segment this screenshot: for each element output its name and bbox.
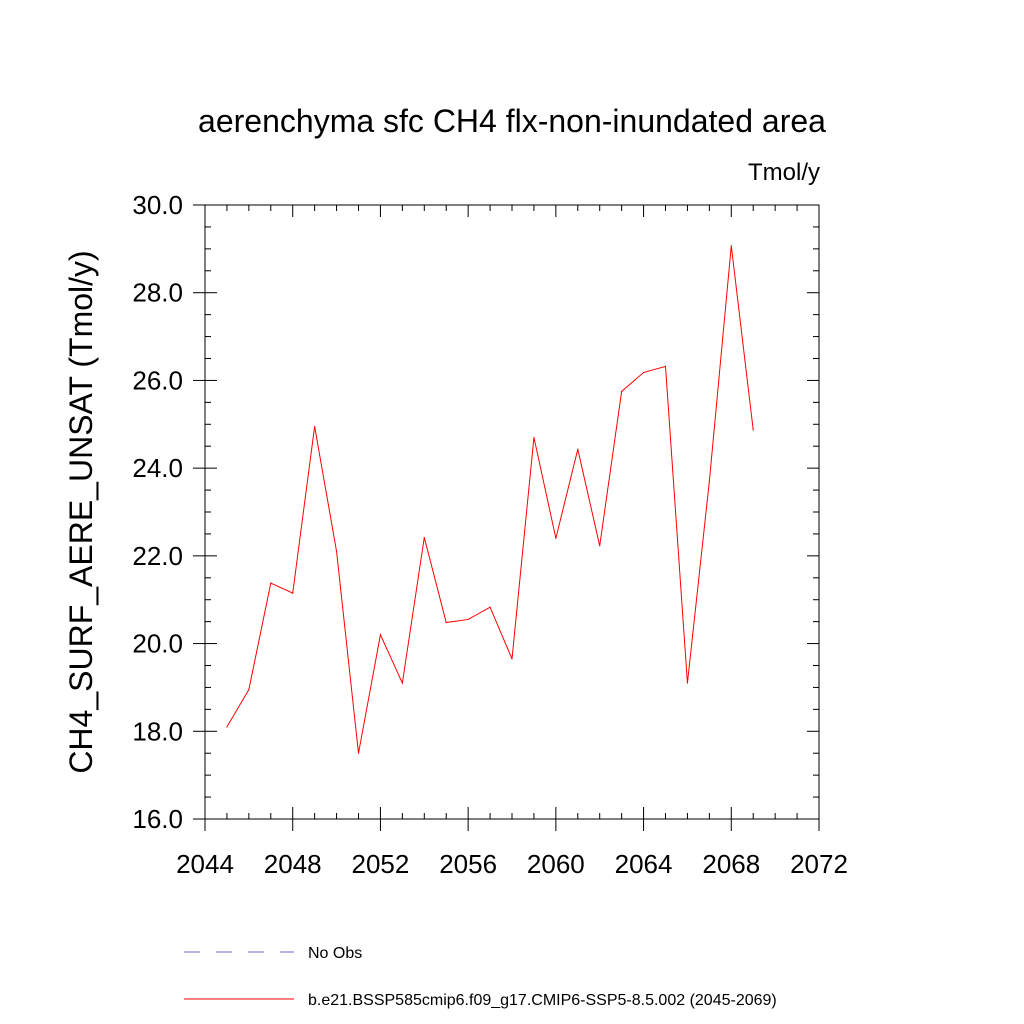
data-point	[577, 448, 579, 450]
y-tick-label: 20.0	[132, 629, 183, 659]
y-tick-label: 22.0	[132, 541, 183, 571]
legend: No Obs b.e21.BSSP585cmip6.f09_g17.CMIP6-S…	[184, 945, 777, 1009]
tick-labels: 2044 2048 2052 2056 2060 2064 2068 2072 16.0 18.0…	[132, 190, 848, 879]
y-tick-label: 24.0	[132, 453, 183, 483]
data-point	[248, 689, 250, 691]
units-label: Tmol/y	[748, 159, 820, 186]
x-tick-label: 2068	[702, 849, 760, 879]
data-point	[555, 537, 557, 539]
data-point	[730, 245, 732, 247]
x-tick-label: 2052	[352, 849, 410, 879]
data-point	[445, 621, 447, 624]
data-point	[357, 752, 360, 754]
data-point	[270, 582, 272, 584]
data-point	[335, 550, 338, 553]
x-tick-label: 2060	[527, 849, 585, 879]
data-point	[379, 634, 382, 636]
data-point	[314, 425, 316, 428]
chart-title: aerenchyma sfc CH4 flx-non-inundated are…	[198, 103, 826, 139]
plot-frame	[204, 204, 820, 820]
data-point	[664, 365, 667, 367]
x-tick-label: 2064	[615, 849, 673, 879]
x-tick-label: 2056	[439, 849, 497, 879]
x-tick-label: 2048	[264, 849, 322, 879]
data-point	[226, 726, 228, 728]
data-point	[533, 436, 535, 439]
x-tick-label: 2044	[176, 849, 234, 879]
y-tick-label: 16.0	[132, 804, 183, 834]
data-point	[621, 390, 623, 392]
data-point	[708, 480, 710, 482]
y-tick-label: 28.0	[132, 278, 183, 308]
y-axis-label: CH4_SURF_AERE_UNSAT (Tmol/y)	[63, 250, 99, 773]
y-tick-label: 26.0	[132, 365, 183, 395]
series-layer	[226, 245, 754, 754]
data-point	[489, 606, 491, 608]
data-point	[467, 618, 469, 621]
legend-label: No Obs	[308, 945, 362, 962]
y-tick-label: 30.0	[132, 190, 183, 220]
data-point	[423, 536, 425, 539]
data-point	[686, 682, 689, 684]
data-point	[599, 545, 601, 547]
legend-label: b.e21.BSSP585cmip6.f09_g17.CMIP6-SSP5-8.…	[308, 992, 777, 1009]
data-point	[292, 592, 294, 594]
data-point	[401, 682, 403, 684]
data-point	[752, 429, 754, 431]
data-point	[511, 658, 513, 660]
y-tick-label: 18.0	[132, 716, 183, 746]
x-tick-label: 2072	[790, 849, 848, 879]
data-point	[642, 371, 645, 374]
